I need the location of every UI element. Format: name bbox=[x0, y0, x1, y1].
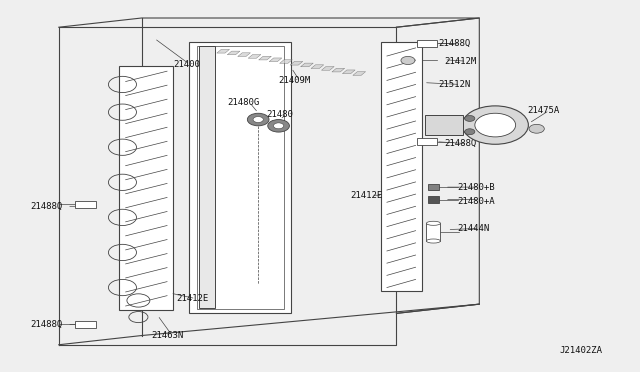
Polygon shape bbox=[227, 51, 240, 55]
Polygon shape bbox=[290, 61, 303, 65]
Polygon shape bbox=[237, 53, 250, 57]
Text: 21409M: 21409M bbox=[278, 76, 311, 85]
Polygon shape bbox=[321, 67, 334, 70]
Bar bbox=[426, 223, 440, 241]
Text: 21475A: 21475A bbox=[527, 106, 559, 115]
Circle shape bbox=[465, 129, 475, 135]
Bar bbox=[199, 46, 215, 308]
Ellipse shape bbox=[426, 221, 440, 225]
Text: 21480: 21480 bbox=[266, 109, 292, 119]
Polygon shape bbox=[353, 72, 365, 76]
Bar bbox=[428, 196, 439, 203]
Text: 21480+B: 21480+B bbox=[457, 183, 495, 192]
Bar bbox=[76, 201, 96, 208]
Bar bbox=[76, 321, 96, 328]
Circle shape bbox=[253, 116, 263, 122]
Circle shape bbox=[529, 124, 544, 133]
Bar bbox=[417, 40, 437, 47]
Polygon shape bbox=[311, 65, 324, 68]
Bar bbox=[189, 42, 291, 313]
Polygon shape bbox=[269, 58, 282, 62]
Text: 21480G: 21480G bbox=[228, 99, 260, 108]
Polygon shape bbox=[217, 49, 230, 53]
Text: 21480+A: 21480+A bbox=[457, 197, 495, 206]
Text: 21412E: 21412E bbox=[177, 294, 209, 303]
Text: 21488Q: 21488Q bbox=[30, 320, 62, 329]
Circle shape bbox=[247, 113, 269, 126]
Circle shape bbox=[401, 57, 415, 64]
Bar bbox=[119, 66, 173, 310]
Polygon shape bbox=[301, 63, 313, 67]
Text: 21444N: 21444N bbox=[457, 224, 489, 233]
Text: 21400: 21400 bbox=[173, 60, 200, 69]
Text: 21488Q: 21488Q bbox=[30, 202, 62, 211]
Bar bbox=[425, 115, 463, 135]
Bar bbox=[417, 138, 437, 145]
Circle shape bbox=[462, 106, 529, 144]
Polygon shape bbox=[280, 60, 292, 63]
Polygon shape bbox=[332, 68, 345, 72]
Polygon shape bbox=[248, 55, 261, 58]
Bar bbox=[381, 42, 422, 291]
Circle shape bbox=[475, 113, 516, 137]
Circle shape bbox=[465, 115, 475, 121]
Bar bbox=[428, 184, 439, 190]
Polygon shape bbox=[342, 70, 355, 74]
Text: J21402ZA: J21402ZA bbox=[559, 346, 602, 355]
Polygon shape bbox=[259, 56, 271, 60]
Text: 21512N: 21512N bbox=[438, 80, 470, 89]
Circle shape bbox=[273, 123, 284, 129]
Circle shape bbox=[268, 119, 289, 132]
Text: 21412E: 21412E bbox=[351, 191, 383, 200]
Ellipse shape bbox=[426, 239, 440, 243]
Bar bbox=[197, 46, 284, 309]
Text: 21463N: 21463N bbox=[151, 331, 184, 340]
Text: 21412M: 21412M bbox=[444, 57, 477, 66]
Text: 21488Q: 21488Q bbox=[444, 139, 477, 148]
Text: 21488Q: 21488Q bbox=[438, 39, 470, 48]
